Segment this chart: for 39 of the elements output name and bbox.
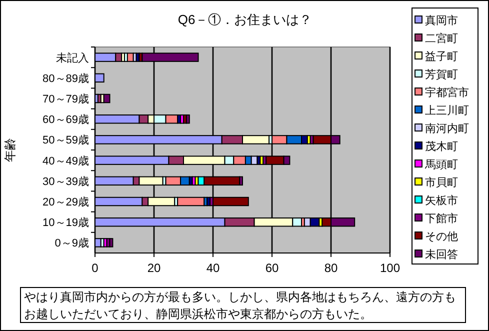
x-tick-label: 0 bbox=[92, 261, 99, 275]
y-tick-label: 60～69歳 bbox=[42, 113, 89, 126]
bar bbox=[186, 114, 190, 124]
y-tick-label: 70～79歳 bbox=[42, 92, 89, 106]
y-tick-label: 40～49歳 bbox=[42, 154, 89, 168]
y-tick-label: 80～89歳 bbox=[42, 72, 89, 85]
legend-label: 矢板市 bbox=[425, 194, 458, 207]
bar bbox=[109, 238, 114, 248]
x-tick-label: 20 bbox=[147, 261, 161, 275]
y-axis-title: 年齢 bbox=[3, 138, 17, 162]
bar bbox=[177, 196, 205, 206]
legend-label: 南河内町 bbox=[425, 122, 469, 135]
legend-label: 上三川町 bbox=[425, 104, 469, 117]
bar bbox=[126, 52, 134, 62]
bar bbox=[94, 73, 104, 83]
x-tick-label: 80 bbox=[324, 261, 338, 275]
legend-label: 宇都宮市 bbox=[425, 86, 469, 99]
legend-label: 芳賀町 bbox=[425, 68, 458, 81]
legend-label: 市貝町 bbox=[425, 176, 458, 189]
legend-label: その他 bbox=[425, 231, 458, 243]
y-tick-label: 50～59歳 bbox=[42, 134, 89, 147]
legend-label: 二宮町 bbox=[425, 32, 458, 45]
x-tick-label: 100 bbox=[380, 261, 400, 275]
legend-label: 下館市 bbox=[425, 212, 458, 225]
legend-label: 未回答 bbox=[425, 248, 458, 261]
text: やはり真岡市内からの方が最も多い。しかし、県内各地はもちろん、遠方の方もお越しいただいており、静岡県浜松市や東京都からの方もいた。 bbox=[24, 289, 457, 323]
legend-label: 馬頭町 bbox=[424, 159, 458, 171]
y-tick-label: 未記入 bbox=[56, 51, 89, 64]
legend-label: 益子町 bbox=[425, 51, 458, 63]
bar bbox=[103, 94, 110, 104]
chart-title: Q6－①．お住まいは？ bbox=[178, 12, 312, 27]
y-tick-label: 20～29歳 bbox=[42, 196, 89, 208]
legend-label: 茂木町 bbox=[425, 140, 458, 153]
y-tick-label: 10～19歳 bbox=[42, 216, 89, 230]
legend-label: 真岡市 bbox=[425, 14, 458, 27]
x-tick-label: 60 bbox=[265, 261, 279, 275]
y-tick-label: 30～39歳 bbox=[42, 174, 89, 188]
y-tick-label: 0～9歳 bbox=[54, 236, 89, 250]
x-tick-label: 40 bbox=[206, 261, 220, 275]
